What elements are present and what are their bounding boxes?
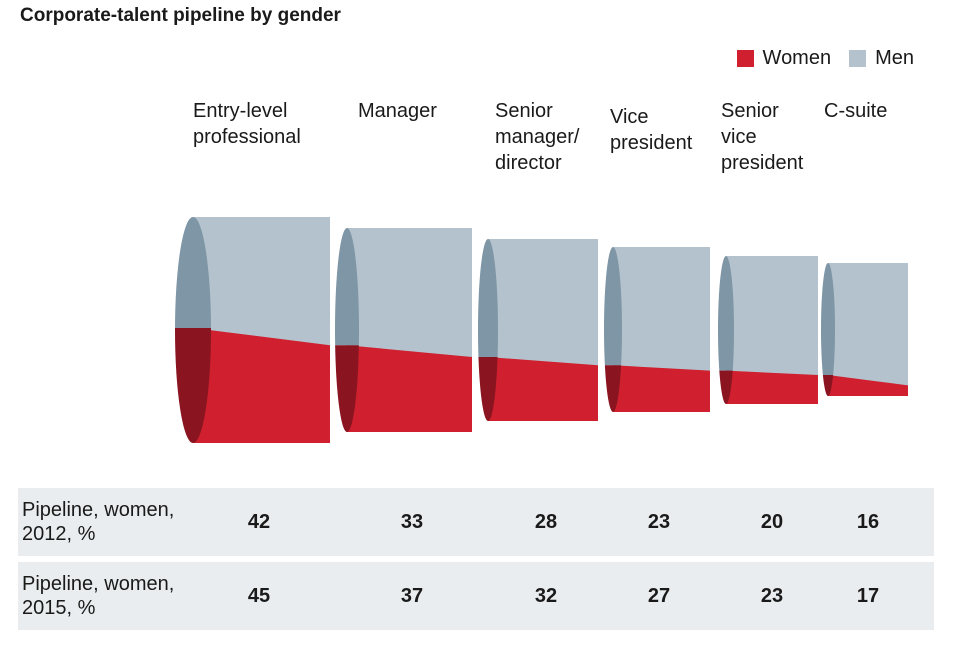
cylinder-face-men-senior-vice-president — [718, 256, 734, 371]
cylinder-women-manager — [347, 345, 472, 432]
value-2012-senior-manager: 28 — [534, 511, 558, 533]
legend-label-women: Women — [762, 47, 832, 69]
legend-label-men: Men — [875, 47, 914, 69]
legend-swatch-men — [849, 50, 867, 67]
stage-label-manager: Manager — [358, 100, 437, 122]
value-2012-vice-president: 23 — [647, 511, 671, 533]
cylinder-women-vice-president — [613, 365, 710, 412]
cylinder-men-c-suite — [828, 263, 908, 396]
cylinder-women-senior-vice-president — [726, 370, 818, 404]
legend-item-men: Men — [849, 47, 914, 70]
table-row-2015: Pipeline, women, 2015, % 45 37 32 27 23 … — [18, 562, 934, 630]
value-2015-c-suite: 17 — [856, 585, 880, 607]
value-2015-entry-level: 45 — [247, 585, 271, 607]
cylinder-women-c-suite — [828, 374, 908, 396]
value-2012-manager: 33 — [400, 511, 424, 533]
row-label-2015: Pipeline, women, 2015, % — [22, 573, 175, 619]
cylinder-women-senior-manager — [488, 357, 598, 421]
stage-label-c-suite: C-suite — [824, 100, 888, 122]
row-label-2012: Pipeline, women, 2012, % — [22, 499, 175, 545]
value-2015-senior-manager: 32 — [534, 585, 558, 607]
table-row-2012: Pipeline, women, 2012, % 42 33 28 23 20 … — [18, 488, 934, 556]
cylinder-face-men-senior-manager — [478, 239, 498, 358]
value-2012-entry-level: 42 — [247, 511, 271, 533]
legend-swatch-women — [736, 50, 754, 67]
value-2015-senior-vice-president: 23 — [760, 585, 784, 607]
value-2012-senior-vice-president: 20 — [760, 511, 784, 533]
pipeline-cylinders — [175, 217, 908, 443]
stage-label-entry-level: Entry-level professional — [193, 100, 301, 148]
stage-label-senior-manager: Senior manager/ director — [495, 100, 580, 174]
value-2015-manager: 37 — [400, 585, 424, 607]
chart-title: Corporate-talent pipeline by gender — [20, 5, 341, 26]
value-2012-c-suite: 16 — [856, 511, 880, 533]
stage-label-senior-vice-president: Senior vice president — [721, 100, 804, 174]
cylinder-women-entry-level — [193, 328, 330, 443]
cylinder-face-men-vice-president — [604, 247, 622, 366]
value-2015-vice-president: 27 — [647, 585, 671, 607]
cylinder-face-women-vice-president — [604, 365, 622, 412]
cylinder-face-women-senior-manager — [478, 357, 498, 421]
legend-item-women: Women — [736, 47, 832, 70]
cylinder-face-men-c-suite — [821, 263, 835, 375]
legend: Women Men — [719, 47, 914, 70]
stage-label-vice-president: Vice president — [610, 106, 693, 154]
